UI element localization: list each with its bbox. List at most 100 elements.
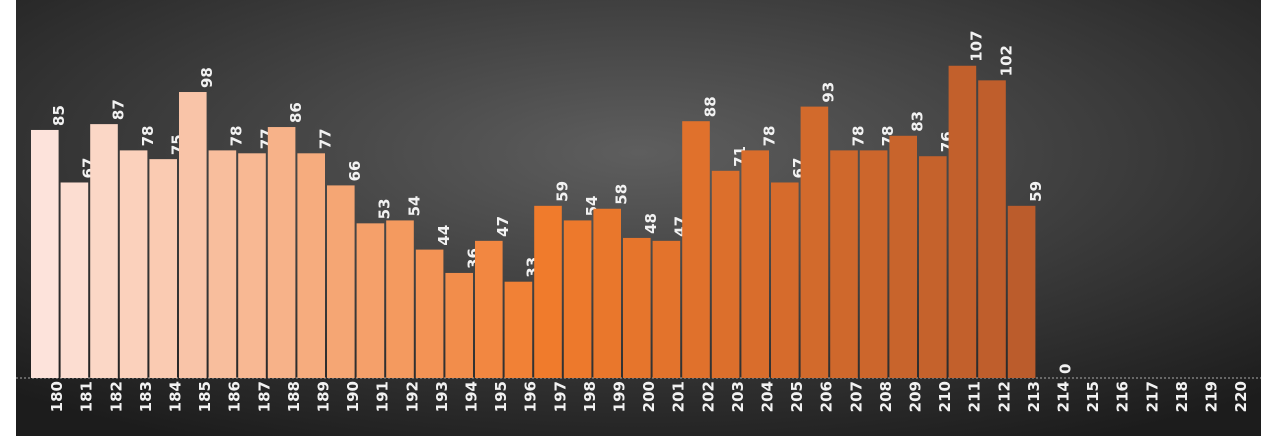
bar [415,249,444,378]
value-label: 107 [968,30,986,61]
value-label: 86 [287,102,305,123]
bar [889,135,917,378]
value-label: 85 [50,105,68,126]
value-label: 59 [553,181,571,202]
bar [60,182,89,378]
bar [563,220,592,378]
value-label: 93 [820,82,838,103]
value-label: 98 [198,67,216,88]
x-tick-label: 182 [107,381,125,412]
bar [652,240,681,378]
x-tick-label: 188 [285,381,303,412]
value-label: 102 [997,45,1015,76]
bar [830,150,858,378]
x-tick-label: 202 [699,381,717,412]
bar [149,159,177,378]
x-tick-label: 219 [1203,381,1221,412]
value-label: 58 [613,184,631,205]
value-label: 53 [376,198,394,219]
value-label: 88 [701,96,719,117]
value-label: 78 [228,126,246,147]
x-tick-label: 180 [48,381,66,412]
x-tick-label: 208 [877,381,895,412]
value-label: 0 [1057,364,1075,374]
bar [297,153,325,378]
value-label: 44 [435,225,453,246]
bar [475,240,503,378]
x-tick-label: 196 [522,381,540,412]
x-tick-label: 197 [551,381,569,412]
bar [1007,205,1036,378]
bar [593,208,621,378]
bar [356,223,385,378]
x-tick-label: 206 [818,381,836,412]
value-label: 78 [139,126,157,147]
value-label: 66 [346,161,364,182]
x-tick-label: 190 [344,381,362,412]
x-tick-label: 218 [1173,381,1191,412]
value-label: 77 [317,128,335,149]
value-label: 48 [642,213,660,234]
bar [90,124,118,378]
bar [445,272,473,378]
x-tick-label: 189 [315,381,333,412]
x-tick-label: 210 [936,381,954,412]
x-tick-label: 193 [433,381,451,412]
x-tick-label: 203 [729,381,747,412]
x-tick-label: 214 [1055,381,1073,412]
bar [741,150,769,378]
x-tick-label: 205 [788,381,806,412]
bar [208,150,237,378]
value-label: 54 [405,196,423,217]
value-label: 83 [909,111,927,132]
bar [919,156,947,378]
value-label: 78 [761,126,779,147]
bar [859,150,888,378]
bar [771,182,799,378]
x-tick-label: 199 [611,381,629,412]
bar [623,237,651,378]
bar [682,121,710,378]
value-label: 87 [109,99,127,120]
x-tick-label: 215 [1084,381,1102,412]
bar [386,220,414,378]
x-tick-label: 192 [403,381,421,412]
bar [800,106,829,378]
value-label: 59 [1027,181,1045,202]
bar [179,92,207,378]
x-tick-label: 195 [492,381,510,412]
bar [238,153,266,378]
x-tick-label: 209 [907,381,925,412]
x-tick-label: 207 [847,381,865,412]
x-tick-label: 220 [1232,381,1250,412]
x-tick-label: 184 [167,381,185,412]
bar [504,281,533,378]
bar [119,150,148,378]
x-tick-label: 212 [995,381,1013,412]
bar [711,170,740,378]
x-tick-label: 213 [1025,381,1043,412]
bar [31,129,59,378]
x-tick-label: 200 [640,381,658,412]
x-tick-label: 183 [137,381,155,412]
bar [327,185,355,378]
x-tick-label: 201 [670,381,688,412]
value-label: 47 [494,216,512,237]
x-tick-label: 181 [78,381,96,412]
value-label: 78 [849,126,867,147]
x-tick-label: 187 [255,381,273,412]
x-tick-label: 211 [966,381,984,412]
x-tick-label: 216 [1114,381,1132,412]
x-tick-label: 198 [581,381,599,412]
x-tick-label: 194 [463,381,481,412]
bar [534,205,562,378]
bar [978,80,1006,378]
x-tick-label: 204 [759,381,777,412]
bar [267,127,296,378]
x-tick-label: 186 [226,381,244,412]
x-tick-label: 217 [1143,381,1161,412]
x-tick-label: 191 [374,381,392,412]
bar [948,65,977,378]
x-tick-label: 185 [196,381,214,412]
